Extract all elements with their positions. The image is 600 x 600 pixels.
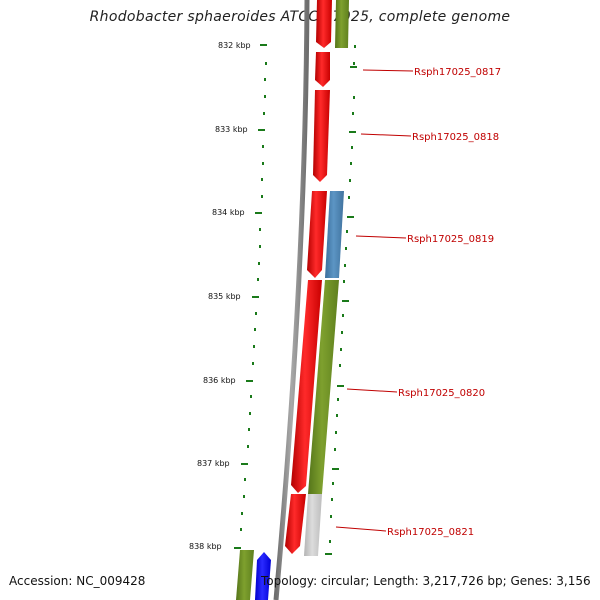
tick-label-834: 834 kbp — [212, 208, 245, 217]
inner-scale-major-ticks — [234, 44, 267, 549]
tick-label-832: 832 kbp — [218, 41, 251, 50]
gene-label-leaders — [335, 69, 414, 532]
cds-olive-top — [335, 0, 349, 48]
gene-label-0820: Rsph17025_0820 — [398, 388, 485, 399]
forward-strand-features — [285, 0, 332, 554]
tick-label-838: 838 kbp — [189, 542, 222, 551]
cds-olive-0820 — [308, 280, 339, 494]
cds-red-0820 — [291, 280, 322, 493]
scale-tick-labels: 832 kbp 833 kbp 834 kbp 835 kbp 836 kbp … — [189, 41, 251, 551]
gene-labels: Rsph17025_0817 Rsph17025_0818 Rsph17025_… — [387, 67, 501, 538]
map-title: Rhodobacter sphaeroides ATCC 17025, comp… — [89, 9, 511, 25]
cds-red-0821 — [285, 494, 306, 554]
gene-label-0818: Rsph17025_0818 — [412, 132, 499, 143]
tick-label-836: 836 kbp — [203, 376, 236, 385]
outer-ring-features — [236, 0, 349, 600]
cds-gray-0821 — [304, 494, 322, 556]
accession-text: Accession: NC_009428 — [9, 574, 146, 588]
tick-label-837: 837 kbp — [197, 459, 230, 468]
cds-steelblue-0819 — [325, 191, 344, 278]
cds-red-top — [316, 0, 332, 48]
cds-red-0818 — [313, 90, 330, 182]
inner-scale-dots — [240, 62, 267, 531]
cds-olive-bottom — [236, 550, 254, 600]
tick-label-835: 835 kbp — [208, 292, 241, 301]
backbone-arc — [273, 0, 310, 600]
cds-red-0817 — [315, 52, 330, 87]
tick-label-833: 833 kbp — [215, 125, 248, 134]
cds-red-0819 — [307, 191, 327, 278]
outer-scale-dots — [329, 45, 356, 543]
outer-scale-major-ticks — [325, 66, 357, 555]
gene-label-0819: Rsph17025_0819 — [407, 234, 494, 245]
genome-summary-text: Topology: circular; Length: 3,217,726 bp… — [261, 574, 591, 588]
cds-blue-bottom — [255, 552, 271, 600]
gene-label-0821: Rsph17025_0821 — [387, 527, 474, 538]
gene-label-0817: Rsph17025_0817 — [414, 67, 501, 78]
